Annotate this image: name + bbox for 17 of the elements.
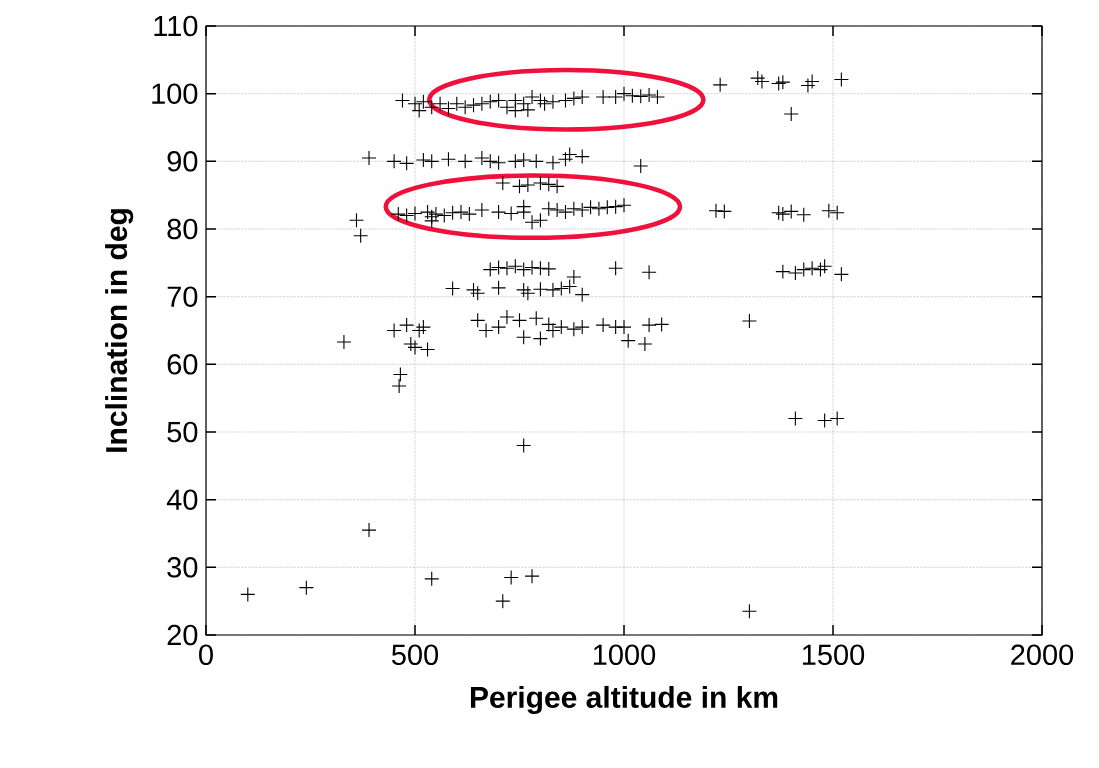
y-tick-label: 40 (166, 489, 198, 510)
y-tick-label: 70 (167, 286, 198, 307)
y-tick-label: 30 (167, 557, 198, 578)
y-tick-label: 100 (152, 83, 198, 104)
y-axis-title: Inclination in deg (105, 209, 134, 452)
y-tick-label: 110 (154, 15, 198, 37)
x-axis-title: Perigee altitude in km (470, 685, 778, 715)
y-tick-label: 50 (167, 421, 198, 443)
y-tick-label: 90 (167, 151, 198, 172)
y-tick-label: 80 (167, 218, 198, 240)
x-tick-label: 1000 (593, 644, 656, 666)
y-tick-label: 60 (167, 354, 198, 375)
x-tick-label: 2000 (1011, 644, 1074, 666)
y-tick-label: 20 (167, 624, 198, 646)
x-tick-label: 0 (199, 644, 213, 666)
x-tick-label: 1500 (802, 644, 865, 666)
x-tick-label: 500 (391, 644, 439, 666)
